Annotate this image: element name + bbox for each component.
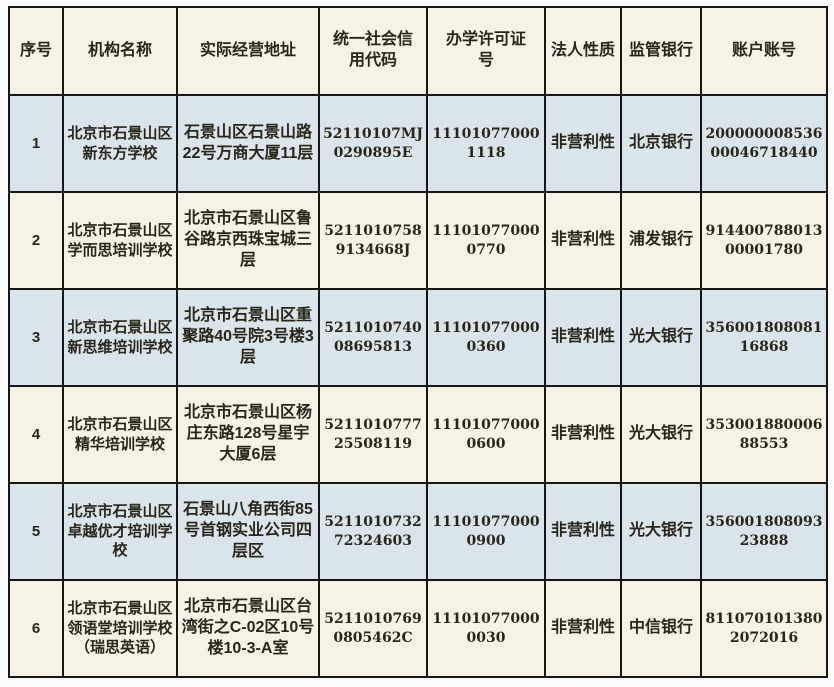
header-entity-type: 法人性质 [544,6,622,96]
cell-account: 20000000853600046718440 [700,94,828,193]
table-row: 1 北京市石景山区新东方学校 石景山区石景山路22号万商大厦11层 521101… [8,94,828,193]
cell-license: 111010770000900 [426,482,546,581]
cell-serial: 1 [8,94,64,193]
cell-license: 111010770000360 [426,288,546,387]
cell-name: 北京市石景山区精华培训学校 [62,385,178,484]
cell-serial: 2 [8,191,64,290]
header-row: 序号 机构名称 实际经营地址 统一社会信用代码 办学许可证号 法人性质 监管银行… [8,6,828,96]
table-row: 4 北京市石景山区精华培训学校 北京市石景山区杨庄东路128号星宇大厦6层 52… [8,385,828,484]
cell-entity-type: 非营利性 [544,482,622,581]
cell-account: 35300188000688553 [700,385,828,484]
header-credit-code: 统一社会信用代码 [318,6,428,96]
cell-account: 35600180808116868 [700,288,828,387]
cell-serial: 4 [8,385,64,484]
cell-entity-type: 非营利性 [544,191,622,290]
cell-license: 111010770000030 [426,579,546,678]
cell-credit-code: 52110107690805462C [318,579,428,678]
table-row: 3 北京市石景山区新思维培训学校 北京市石景山区重聚路40号院3号楼3层 521… [8,288,828,387]
cell-address: 北京市石景山区鲁谷路京西珠宝城三层 [176,191,320,290]
cell-name: 北京市石景山区新东方学校 [62,94,178,193]
cell-address: 北京市石景山区杨庄东路128号星宇大厦6层 [176,385,320,484]
cell-license: 111010770001118 [426,94,546,193]
cell-account: 8110701013802072016 [700,579,828,678]
cell-serial: 5 [8,482,64,581]
cell-entity-type: 非营利性 [544,94,622,193]
header-license-no: 办学许可证号 [426,6,546,96]
cell-address: 北京市石景山区重聚路40号院3号楼3层 [176,288,320,387]
header-credit-code-label: 统一社会信用代码 [332,31,413,69]
cell-bank: 光大银行 [620,288,702,387]
cell-bank: 中信银行 [620,579,702,678]
table-row: 2 北京市石景山区学而思培训学校 北京市石景山区鲁谷路京西珠宝城三层 52110… [8,191,828,290]
cell-credit-code: 521101077725508119 [318,385,428,484]
header-address: 实际经营地址 [176,6,320,96]
header-license-no-label: 办学许可证号 [445,31,526,69]
table-row: 5 北京市石景山区卓越优才培训学校 石景山八角西街85号首钢实业公司四层区 52… [8,482,828,581]
cell-entity-type: 非营利性 [544,385,622,484]
cell-bank: 北京银行 [620,94,702,193]
cell-credit-code: 521101073272324603 [318,482,428,581]
cell-name: 北京市石景山区卓越优才培训学校 [62,482,178,581]
cell-name: 北京市石景山区学而思培训学校 [62,191,178,290]
cell-license: 111010770000600 [426,385,546,484]
cell-serial: 6 [8,579,64,678]
cell-license: 111010770000770 [426,191,546,290]
cell-bank: 浦发银行 [620,191,702,290]
table-row: 6 北京市石景山区领语堂培训学校（瑞思英语） 北京市石景山区台湾街之C-02区1… [8,579,828,678]
cell-address: 北京市石景山区台湾街之C-02区10号楼10-3-A室 [176,579,320,678]
header-serial: 序号 [8,6,64,96]
cell-account: 35600180809323888 [700,482,828,581]
cell-bank: 光大银行 [620,482,702,581]
cell-credit-code: 52110107589134668J [318,191,428,290]
cell-account: 91440078801300001780 [700,191,828,290]
header-supervising-bank: 监管银行 [620,6,702,96]
cell-bank: 光大银行 [620,385,702,484]
cell-name: 北京市石景山区新思维培训学校 [62,288,178,387]
cell-address: 石景山八角西街85号首钢实业公司四层区 [176,482,320,581]
header-institution-name: 机构名称 [62,6,178,96]
cell-address: 石景山区石景山路22号万商大厦11层 [176,94,320,193]
cell-serial: 3 [8,288,64,387]
cell-entity-type: 非营利性 [544,579,622,678]
cell-credit-code: 52110107MJ0290895E [318,94,428,193]
cell-credit-code: 521101074008695813 [318,288,428,387]
institutions-table: 序号 机构名称 实际经营地址 统一社会信用代码 办学许可证号 法人性质 监管银行… [8,6,828,678]
cell-entity-type: 非营利性 [544,288,622,387]
header-account-no: 账户账号 [700,6,828,96]
cell-name: 北京市石景山区领语堂培训学校（瑞思英语） [62,579,178,678]
